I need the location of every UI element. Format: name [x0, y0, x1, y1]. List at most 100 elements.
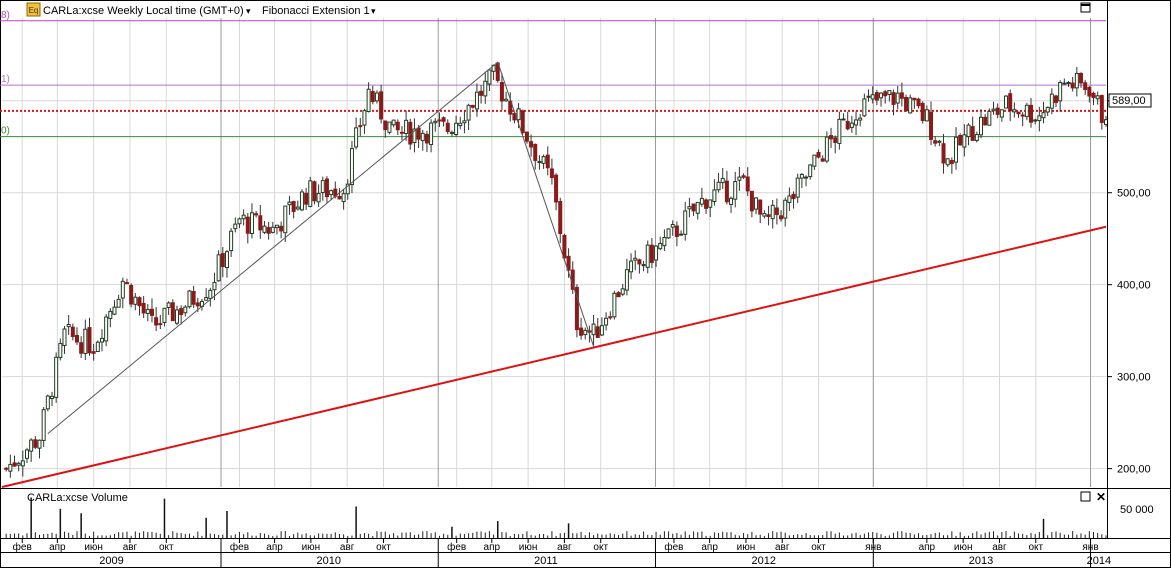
candle-down [1091, 92, 1096, 98]
candle-up [49, 395, 54, 400]
indicator-label[interactable]: Fibonacci Extension 1 [262, 5, 370, 17]
candle-up [999, 109, 1004, 118]
candle-down [170, 302, 175, 322]
candle-up [212, 281, 217, 291]
volume-close-icon[interactable]: ✕ [1096, 490, 1106, 504]
month-label: окт [376, 542, 391, 553]
candle-down [995, 107, 1000, 115]
candle-up [1066, 82, 1071, 85]
maximize-icon[interactable] [1080, 2, 1091, 13]
candle-up [841, 118, 846, 121]
month-label: авг [992, 542, 1007, 553]
candle-up [204, 297, 209, 301]
candle-up [174, 309, 179, 324]
candle-up [729, 197, 734, 205]
candle-up [879, 92, 884, 99]
candle-up [808, 164, 813, 178]
candle-down [149, 308, 154, 316]
candle-up [737, 176, 742, 181]
month-label: апр [49, 542, 66, 553]
candle-up [504, 98, 509, 102]
candle-up [770, 204, 775, 220]
grid [2, 18, 1106, 487]
candle-up [662, 236, 667, 247]
candle-down [1083, 82, 1088, 90]
candle-down [845, 120, 850, 130]
candle-up [633, 257, 638, 261]
candle-down [704, 199, 709, 209]
candle-up [112, 306, 117, 315]
candle-down [674, 225, 679, 237]
candle-up [712, 189, 717, 203]
candle-down [424, 133, 429, 144]
candle-up [8, 463, 13, 472]
candle-up [162, 307, 167, 323]
candle-up [237, 218, 242, 225]
candle-down [74, 334, 79, 343]
candle-up [187, 290, 192, 308]
instrument-dropdown-icon[interactable]: ▾ [246, 6, 251, 16]
candle-down [441, 117, 446, 122]
instrument-title[interactable]: CARLa:xcse Weekly Local time (GMT+0) [43, 5, 244, 17]
candle-up [537, 160, 542, 164]
candle-down [158, 323, 163, 326]
candle-up [787, 195, 792, 203]
fibonacci-swing-line [497, 61, 595, 347]
candle-up [229, 230, 234, 252]
candle-up [474, 91, 479, 110]
header-icon-box[interactable] [26, 2, 41, 17]
candle-up [591, 323, 596, 336]
month-label: окт [811, 542, 826, 553]
candle-down [566, 255, 571, 271]
candle-down [4, 467, 9, 470]
volume-maximize-icon[interactable] [1080, 491, 1091, 502]
candle-down [741, 175, 746, 178]
candle-up [641, 264, 646, 267]
candle-up [299, 191, 304, 211]
candle-down [70, 326, 75, 337]
candle-up [462, 120, 467, 124]
candle-down [579, 327, 584, 336]
candle-up [62, 328, 67, 346]
candle-down [883, 91, 888, 97]
candle-up [604, 317, 609, 326]
candle-up [262, 225, 267, 233]
candle-up [99, 337, 104, 343]
candle-down [933, 140, 938, 144]
candle-up [854, 119, 859, 126]
candles [4, 61, 1108, 478]
candle-up [1074, 72, 1079, 89]
candle-down [637, 259, 642, 265]
candle-up [274, 224, 279, 229]
candle-down [1070, 82, 1075, 89]
month-label: авг [340, 542, 355, 553]
candle-up [849, 122, 854, 128]
candle-up [1045, 106, 1050, 113]
candle-up [716, 181, 721, 191]
indicator-dropdown-icon[interactable]: ▾ [371, 6, 376, 16]
candle-down [1016, 111, 1021, 115]
candle-down [91, 351, 96, 354]
candle-up [937, 140, 942, 143]
candle-down [1020, 114, 1025, 117]
fib-level-label: 8) [1, 10, 10, 21]
candle-up [679, 233, 684, 236]
candle-up [624, 269, 629, 291]
candle-down [829, 135, 834, 140]
candle-down [545, 154, 550, 169]
fib-level-label: 1) [1, 74, 10, 85]
price-tick-label: 500,00 [1117, 188, 1151, 200]
candle-up [720, 178, 725, 184]
candle-up [391, 119, 396, 126]
candle-up [1058, 82, 1063, 102]
candle-up [812, 154, 817, 167]
candle-down [137, 297, 142, 307]
year-label: 2011 [534, 555, 558, 567]
candle-up [804, 176, 809, 179]
candle-down [470, 104, 475, 108]
candle-up [1041, 112, 1046, 119]
last-price-box [1108, 93, 1152, 108]
candle-down [941, 143, 946, 164]
